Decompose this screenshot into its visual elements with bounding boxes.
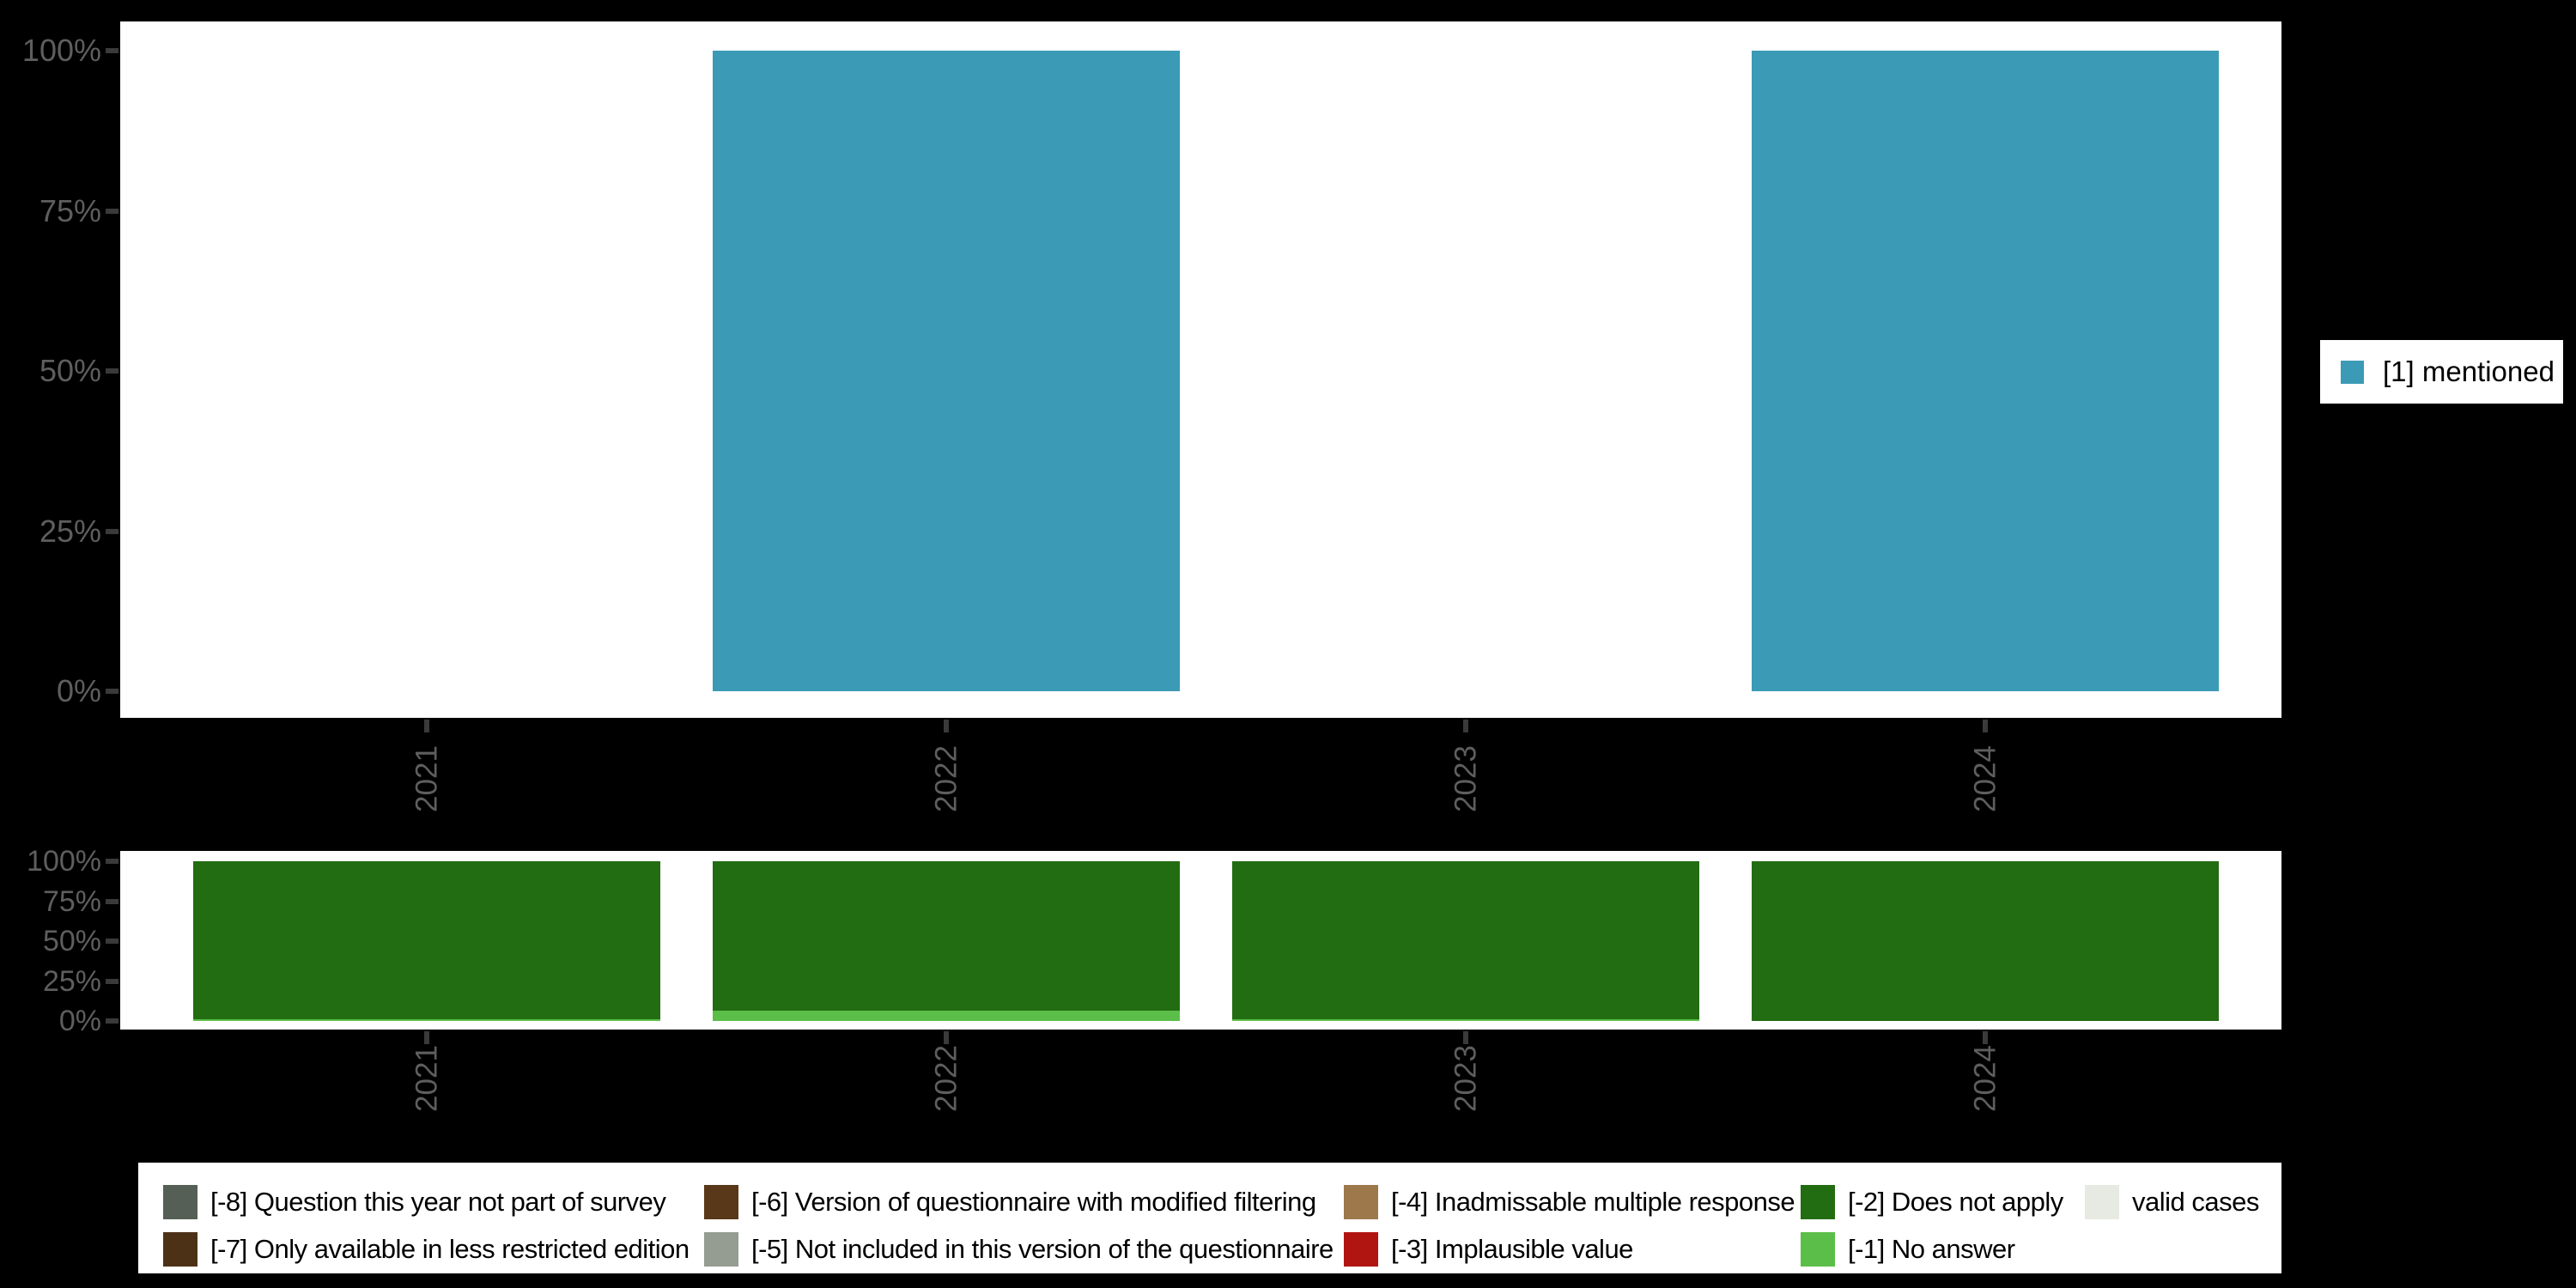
x-axis-tick [424,1031,429,1044]
bar-segment-2022 [713,51,1180,691]
x-axis-label-2024: 2024 [1968,1045,2002,1112]
legend-swatch-icon [704,1232,738,1267]
legend-item-does-not-apply: [-2] Does not apply [1801,1185,2063,1219]
y-axis-tick-label: 0% [56,673,101,708]
x-axis-label-2024: 2024 [1968,745,2002,812]
x-axis-label-2023: 2023 [1449,745,1483,812]
x-axis-tick [1463,1031,1468,1044]
x-axis-tick [424,720,429,732]
legend-item-not-included-in-version: [-5] Not included in this version of the… [704,1232,1334,1267]
y-axis-tick [106,1018,118,1024]
legend-swatch-icon [704,1185,738,1219]
bar-segment-2023 [1232,1019,1699,1021]
y-axis-tick-label: 75% [39,192,101,228]
legend-item-label: [-1] No answer [1848,1234,2015,1264]
legend-swatch-icon [1344,1185,1378,1219]
bar-segment-2021 [193,861,660,1020]
mentioned-legend: [1] mentioned [2320,340,2563,404]
legend-swatch-icon [1801,1185,1835,1219]
y-axis-tick-label: 25% [39,513,101,549]
y-axis-tick [106,939,118,944]
y-axis-tick-label: 0% [58,1005,101,1037]
legend-item-implausible-value: [-3] Implausible value [1344,1232,1633,1267]
bar-segment-2024 [1752,861,2219,1021]
x-axis-tick [944,1031,949,1044]
legend-item-label: valid cases [2132,1187,2259,1217]
mentioned-legend-label: [1] mentioned [2383,355,2555,387]
y-axis-tick [106,528,118,534]
legend-item-modified-filtering: [-6] Version of questionnaire with modif… [704,1185,1316,1219]
y-axis-tick [106,978,118,984]
bar-segment-2022 [713,1010,1180,1021]
legend-swatch-icon [163,1232,197,1267]
x-axis-tick [1983,720,1988,732]
y-axis-tick-label: 100% [21,33,101,68]
legend-item-label: [-5] Not included in this version of the… [751,1234,1334,1264]
x-axis-label-2022: 2022 [929,1045,963,1112]
x-axis-tick [1463,720,1468,732]
legend-swatch-icon [163,1185,197,1219]
bar-segment-2023 [1232,861,1699,1020]
bar-segment-2021 [193,1019,660,1021]
y-axis-tick [106,48,118,53]
missing-values-legend: [-8] Question this year not part of surv… [138,1163,2281,1273]
y-axis-tick [106,689,118,694]
x-axis-label-2021: 2021 [410,1045,444,1112]
legend-item-no-answer: [-1] No answer [1801,1232,2015,1267]
y-axis-tick-label: 50% [42,925,101,957]
y-axis-tick-label: 25% [42,964,101,998]
x-axis-tick [1983,1031,1988,1044]
bar-segment-2022 [713,861,1180,1011]
legend-swatch-icon [1801,1232,1835,1267]
y-axis-tick-label: 50% [39,353,101,388]
legend-item-inadmissable-multiple-response: [-4] Inadmissable multiple response [1344,1185,1795,1219]
legend-item-label: [-3] Implausible value [1391,1234,1633,1264]
legend-swatch-icon [2085,1185,2119,1219]
legend-item-question-not-part-of-survey: [-8] Question this year not part of surv… [163,1185,666,1219]
legend-item-label: [-4] Inadmissable multiple response [1391,1187,1795,1217]
x-axis-tick [944,720,949,732]
x-axis-label-2022: 2022 [929,745,963,812]
legend-item-only-available-less-restricted: [-7] Only available in less restricted e… [163,1232,690,1267]
x-axis-label-2023: 2023 [1449,1045,1483,1112]
legend-item-label: [-6] Version of questionnaire with modif… [751,1187,1316,1217]
legend-item-label: [-7] Only available in less restricted e… [210,1234,690,1264]
legend-item-label: [-2] Does not apply [1848,1187,2063,1217]
bar-segment-2024 [1752,51,2219,691]
legend-swatch-icon [1344,1232,1378,1267]
mentioned-legend-swatch-icon [2341,360,2364,384]
y-axis-tick [106,368,118,374]
y-axis-tick [106,208,118,214]
legend-item-valid-cases: valid cases [2085,1185,2259,1219]
y-axis-tick [106,898,118,904]
x-axis-label-2021: 2021 [410,745,444,812]
legend-item-label: [-8] Question this year not part of surv… [210,1187,666,1217]
y-axis-tick-label: 75% [42,884,101,918]
y-axis-tick-label: 100% [27,845,101,878]
y-axis-tick [106,859,118,864]
